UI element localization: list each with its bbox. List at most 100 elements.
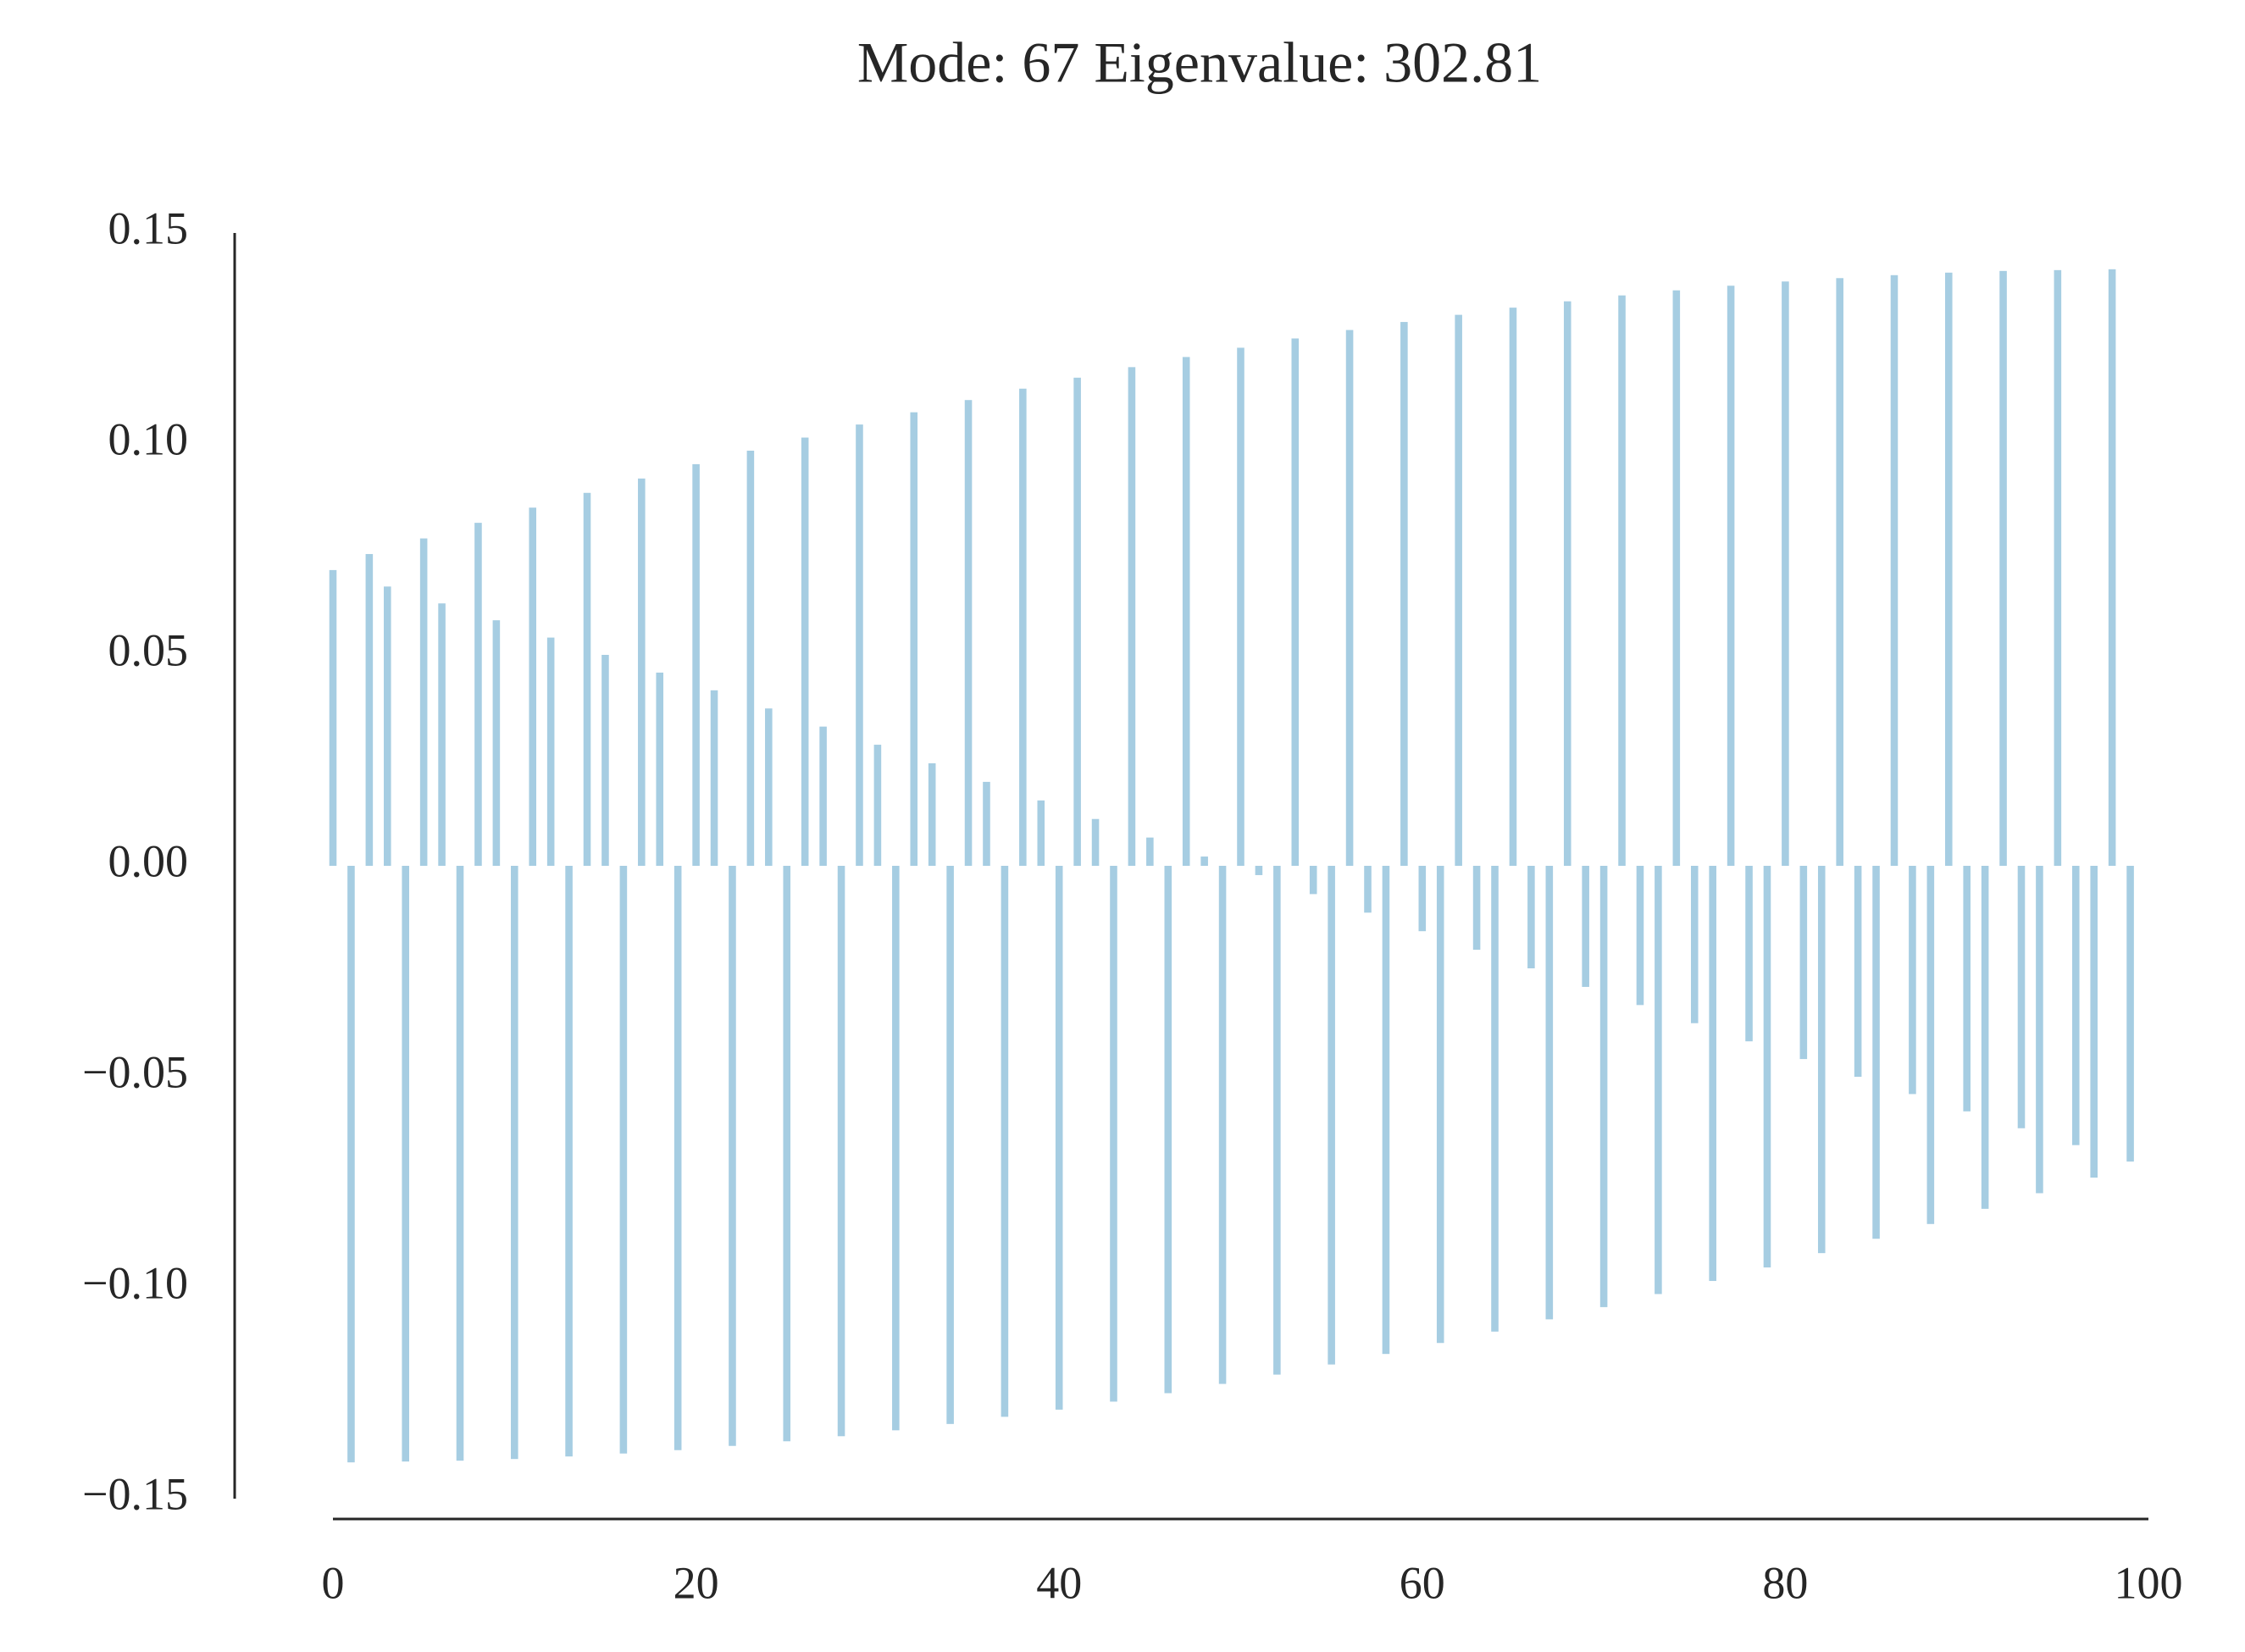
- bar: [1273, 866, 1281, 1375]
- bar: [1073, 377, 1081, 867]
- bar: [1364, 866, 1372, 913]
- bar: [2017, 866, 2026, 1128]
- bar: [674, 866, 682, 1450]
- bar: [1727, 285, 1735, 866]
- bar: [801, 437, 809, 866]
- bar: [546, 637, 555, 866]
- bar: [2071, 866, 2080, 1145]
- y-tick-label: −0.05: [82, 1046, 188, 1097]
- bar: [1146, 837, 1154, 866]
- bar: [347, 866, 355, 1463]
- bar: [964, 400, 973, 866]
- bar: [946, 866, 954, 1424]
- bar: [2036, 866, 2043, 1194]
- bar: [765, 708, 773, 866]
- bar: [1237, 347, 1244, 866]
- bar: [329, 569, 337, 866]
- bar: [1218, 866, 1227, 1384]
- bar: [1110, 866, 1117, 1402]
- bar: [1836, 278, 1843, 866]
- bar: [729, 866, 736, 1446]
- bar: [1963, 866, 1971, 1111]
- bar: [1527, 866, 1535, 969]
- bar: [1418, 866, 1427, 932]
- bar: [638, 478, 646, 866]
- bar: [1055, 866, 1063, 1410]
- bar: [873, 745, 882, 866]
- y-tick-label: 0.15: [108, 202, 189, 253]
- bar: [2126, 866, 2134, 1162]
- bar: [1200, 856, 1208, 866]
- y-tick-label: 0.05: [108, 624, 189, 675]
- bar: [856, 424, 863, 866]
- bar: [1328, 866, 1335, 1365]
- bar: [2054, 269, 2062, 867]
- bar: [1690, 866, 1699, 1023]
- bar: [474, 523, 482, 866]
- bar: [910, 412, 918, 866]
- bar: [692, 463, 700, 866]
- y-tick-label: 0.00: [108, 835, 189, 886]
- bar: [1164, 866, 1172, 1394]
- x-tick-label: 20: [674, 1557, 719, 1608]
- y-tick-label: −0.10: [82, 1257, 188, 1308]
- bar: [1763, 866, 1771, 1268]
- bar: [2108, 269, 2116, 866]
- bar: [1128, 367, 1136, 866]
- bar: [456, 866, 464, 1461]
- bar: [583, 492, 591, 866]
- y-tick-label: 0.10: [108, 413, 189, 464]
- bar: [438, 603, 446, 866]
- bar: [1599, 866, 1608, 1307]
- bar: [1182, 357, 1190, 866]
- bar: [1455, 314, 1462, 866]
- y-tick-label: −0.15: [82, 1468, 188, 1519]
- bar: [1854, 866, 1862, 1077]
- bar: [402, 866, 410, 1462]
- bar: [2090, 866, 2098, 1178]
- bar: [710, 690, 718, 866]
- bar: [783, 866, 791, 1442]
- bar: [1563, 301, 1572, 866]
- bar: [1001, 866, 1009, 1417]
- bar: [1999, 270, 2007, 866]
- bar: [529, 507, 537, 866]
- bar: [1655, 866, 1662, 1294]
- bar: [1817, 866, 1826, 1254]
- bar: [419, 538, 428, 866]
- bar: [1472, 866, 1481, 951]
- bar: [1255, 866, 1263, 875]
- x-tick-label: 100: [2115, 1557, 2183, 1608]
- bar: [656, 672, 664, 866]
- bar: [565, 866, 573, 1457]
- bar: [1799, 866, 1808, 1060]
- bar: [1981, 866, 1989, 1209]
- x-tick-label: 60: [1400, 1557, 1445, 1608]
- bar: [1872, 866, 1880, 1239]
- bar: [511, 866, 518, 1460]
- bar: [1091, 818, 1100, 866]
- bar: [1491, 866, 1499, 1332]
- bar: [746, 450, 755, 866]
- x-tick-label: 80: [1762, 1557, 1808, 1608]
- bar: [1944, 272, 1953, 866]
- bar: [983, 781, 990, 866]
- bar: [819, 726, 827, 866]
- bar: [1545, 866, 1554, 1320]
- bar: [1345, 330, 1354, 866]
- bar: [1382, 866, 1390, 1355]
- bar: [1909, 866, 1916, 1095]
- bar: [1400, 322, 1408, 866]
- bar: [837, 866, 845, 1437]
- bar: [365, 553, 374, 866]
- bar: [1890, 274, 1899, 866]
- bar: [1019, 388, 1027, 867]
- bar: [601, 655, 609, 866]
- bar: [1291, 338, 1300, 866]
- bar: [1709, 866, 1716, 1282]
- x-tick-label: 0: [322, 1557, 345, 1608]
- bar: [1037, 800, 1045, 866]
- bar: [1926, 866, 1935, 1224]
